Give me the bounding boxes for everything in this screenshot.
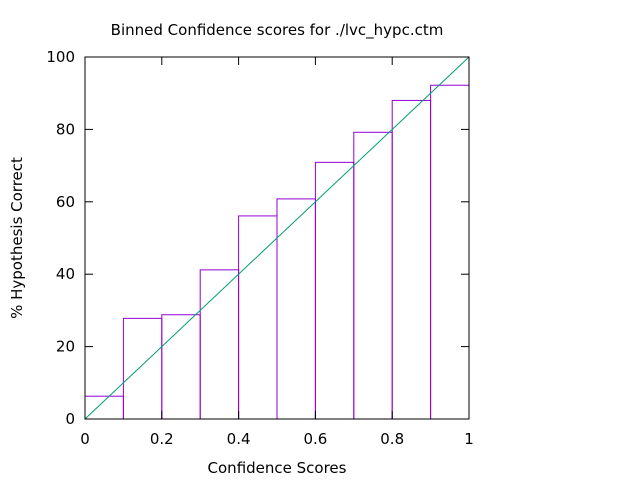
y-tick-label-5: 100 [46,48,75,66]
y-axis-label: % Hypothesis Correct [8,157,26,319]
bar-1 [122,317,163,420]
bar-7 [353,131,393,420]
x-tick-label-2: 0.4 [227,430,251,448]
y-tick-label-3: 60 [56,193,75,211]
bar-9 [430,84,470,420]
y-tick-label-4: 80 [56,120,75,138]
x-tick-label-0: 0 [80,430,90,448]
x-tick-label-4: 0.8 [380,430,404,448]
chart-title: Binned Confidence scores for ./lvc_hypc.… [111,21,444,40]
plot-frame [84,56,470,420]
x-axis-label: Confidence Scores [208,459,347,477]
reference-diagonal-line [84,56,470,420]
bar-8 [391,99,432,420]
bars-layer [84,84,470,420]
x-axis-ticks: 0 0.2 0.4 0.6 0.8 1 [80,57,474,448]
bar-2 [161,314,201,420]
bar-0 [84,395,124,420]
x-tick-label-3: 0.6 [303,430,327,448]
bar-4 [238,215,278,420]
y-tick-label-2: 40 [56,265,75,283]
y-tick-label-0: 0 [65,410,75,428]
x-tick-label-5: 1 [464,430,474,448]
y-axis-ticks: 0 20 40 60 80 100 [46,48,469,428]
x-tick-label-1: 0.2 [150,430,174,448]
y-tick-label-1: 20 [56,338,75,356]
bar-6 [314,161,355,420]
